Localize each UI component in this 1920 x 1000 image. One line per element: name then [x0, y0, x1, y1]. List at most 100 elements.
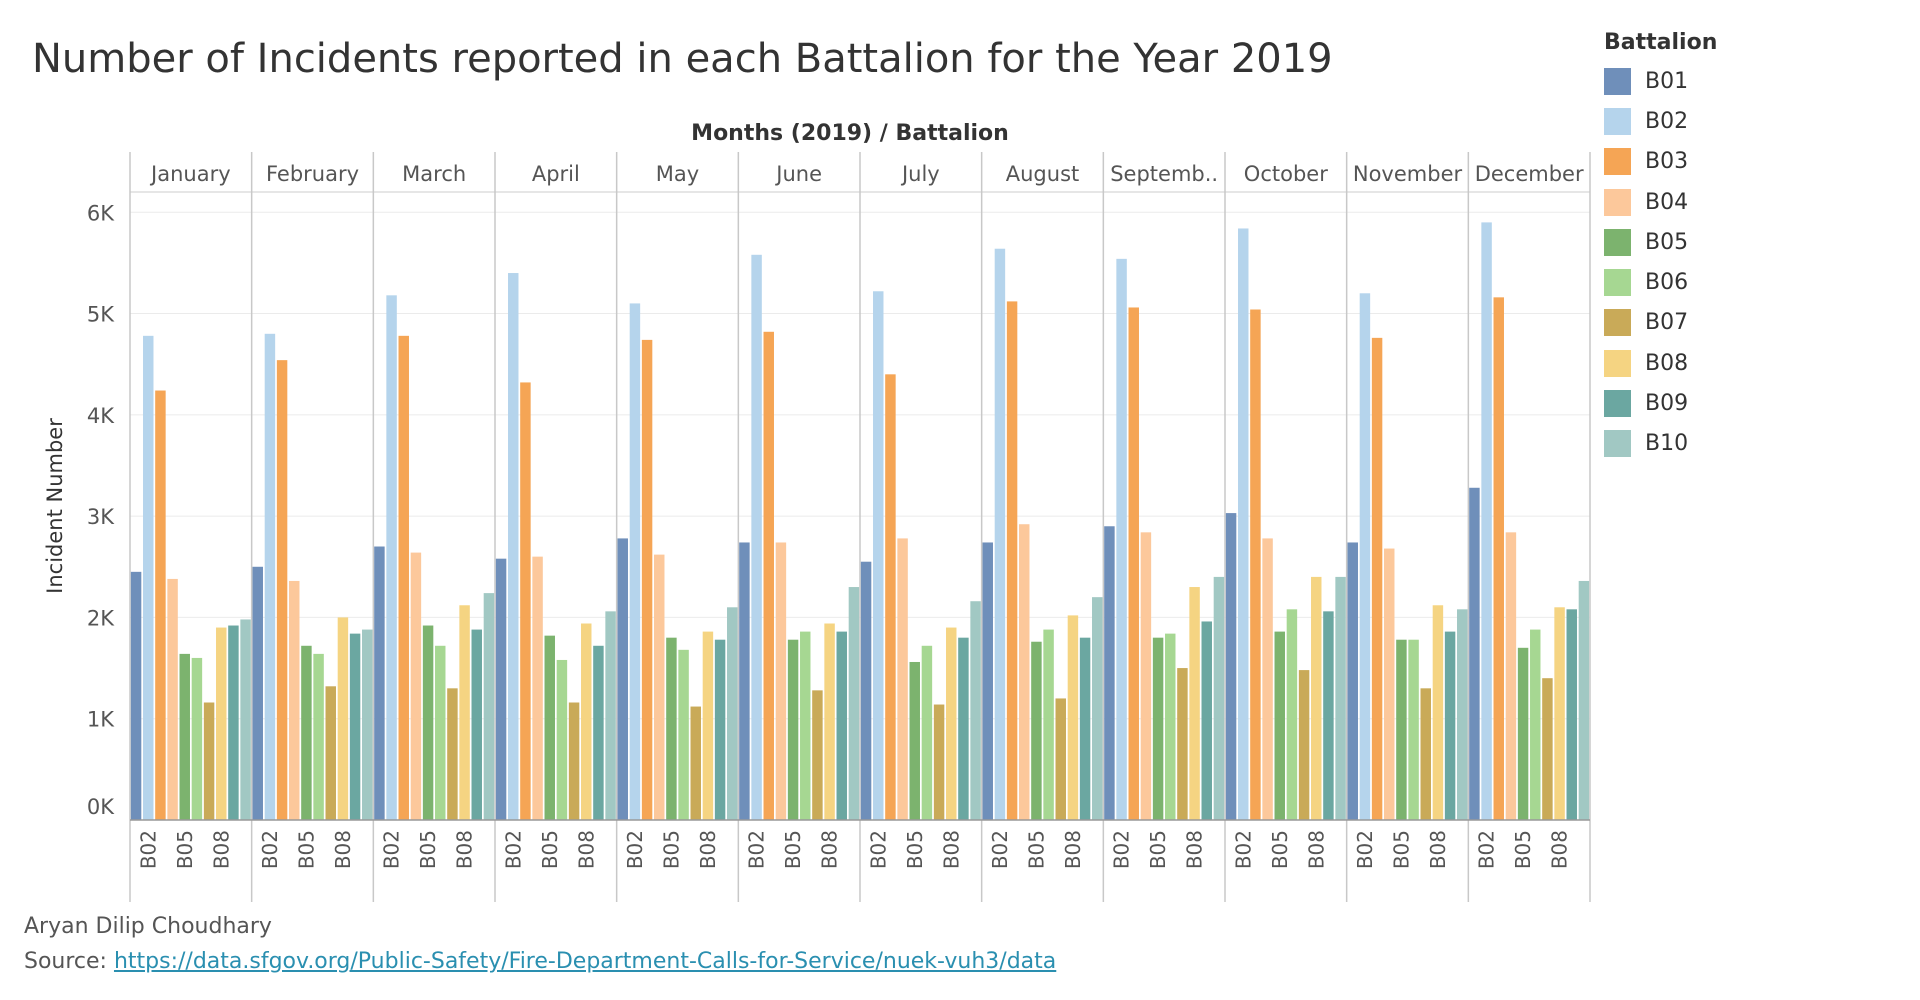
- month-label: Septemb..: [1110, 162, 1218, 186]
- month-label: March: [402, 162, 466, 186]
- legend-swatch: [1604, 148, 1631, 176]
- legend-item[interactable]: B09: [1604, 383, 1717, 423]
- bar-b10: [727, 607, 738, 820]
- bar-b05: [909, 661, 920, 820]
- month-label: November: [1353, 162, 1463, 186]
- legend-item[interactable]: B06: [1604, 262, 1717, 302]
- legend-label: B03: [1645, 149, 1689, 175]
- x-tick-label: B08: [453, 830, 477, 869]
- x-tick-label: B08: [209, 830, 233, 869]
- bar-b04: [775, 542, 787, 820]
- bar-b10: [483, 593, 495, 820]
- y-tick-label: 6K: [87, 201, 115, 225]
- legend-item[interactable]: B03: [1604, 142, 1717, 182]
- bar-b09: [471, 629, 482, 820]
- bar-b06: [678, 649, 689, 820]
- bar-b07: [447, 688, 458, 820]
- bar-b09: [714, 639, 726, 820]
- bar-b05: [1517, 647, 1529, 820]
- bar-b05: [179, 653, 190, 820]
- bar-b06: [800, 631, 811, 820]
- y-tick-label: 4K: [87, 404, 115, 428]
- bar-b04: [1505, 532, 1517, 820]
- legend-item[interactable]: B10: [1604, 424, 1717, 464]
- x-tick-label: B02: [623, 830, 647, 869]
- legend-label: B02: [1645, 108, 1689, 134]
- x-tick-label: B08: [1183, 830, 1207, 869]
- bar-b04: [167, 578, 178, 820]
- bar-b03: [641, 339, 653, 820]
- bar-b10: [1213, 576, 1225, 820]
- legend-swatch: [1604, 188, 1631, 216]
- legend-label: B07: [1645, 310, 1689, 336]
- bar-b08: [216, 627, 227, 820]
- bar-b10: [1578, 580, 1590, 820]
- legend-item[interactable]: B04: [1604, 182, 1717, 222]
- y-tick-label: 3K: [87, 505, 115, 529]
- bar-b01: [495, 558, 507, 820]
- bar-b10: [362, 629, 373, 820]
- bar-b02: [1116, 258, 1127, 820]
- footer-source-label: Source:: [24, 949, 114, 974]
- x-tick-label: B05: [1389, 830, 1413, 869]
- bar-b10: [240, 619, 251, 820]
- x-tick-label: B08: [1304, 830, 1328, 869]
- bar-b06: [435, 645, 446, 820]
- x-tick-label: B08: [1061, 830, 1085, 869]
- bar-b08: [1067, 615, 1079, 820]
- bar-b07: [1542, 678, 1553, 820]
- footer: Aryan Dilip Choudhary Source: https://da…: [24, 914, 1056, 974]
- legend-swatch: [1604, 228, 1631, 256]
- month-label: May: [656, 162, 699, 186]
- bar-b08: [337, 617, 349, 820]
- bar-b04: [1019, 524, 1030, 820]
- bar-b04: [1384, 548, 1395, 820]
- bar-b07: [1055, 698, 1066, 820]
- bar-b06: [1043, 629, 1054, 820]
- bar-b03: [1371, 337, 1383, 820]
- legend-items: B01 B02 B03 B04 B05 B06 B07 B08 B09 B10: [1604, 61, 1717, 464]
- bar-b02: [1359, 293, 1371, 821]
- bar-b05: [1031, 641, 1042, 820]
- legend-swatch: [1604, 309, 1631, 337]
- legend-item[interactable]: B07: [1604, 303, 1717, 343]
- x-tick-label: B08: [1548, 830, 1572, 869]
- bar-b01: [982, 542, 993, 820]
- bar-b10: [848, 587, 860, 820]
- legend-label: B10: [1645, 431, 1689, 457]
- x-tick-label: B05: [1268, 830, 1292, 869]
- bar-b01: [617, 538, 628, 820]
- y-tick-label: 1K: [87, 708, 115, 732]
- column-header: Months (2019) / Battalion: [691, 121, 1009, 146]
- source-link[interactable]: https://data.sfgov.org/Public-Safety/Fir…: [113, 949, 1057, 974]
- bar-b01: [739, 542, 750, 820]
- bar-b03: [885, 374, 896, 820]
- x-tick-label: B05: [416, 830, 440, 869]
- x-tick-label: B02: [1475, 830, 1499, 869]
- bar-b03: [276, 360, 288, 820]
- bar-b04: [410, 552, 422, 820]
- bar-b08: [946, 627, 957, 820]
- legend-swatch: [1604, 107, 1631, 135]
- bar-b06: [1165, 633, 1176, 820]
- x-tick-label: B05: [781, 830, 805, 869]
- bar-b03: [1128, 307, 1139, 821]
- bar-b08: [702, 631, 714, 820]
- bar-b10: [1457, 609, 1468, 820]
- legend-item[interactable]: B08: [1604, 343, 1717, 383]
- legend-item[interactable]: B05: [1604, 222, 1717, 262]
- bar-b09: [349, 633, 361, 820]
- legend-item[interactable]: B02: [1604, 101, 1717, 141]
- bar-b04: [897, 538, 908, 820]
- bar-b09: [1444, 631, 1456, 820]
- month-label: December: [1475, 162, 1584, 186]
- bar-b02: [386, 295, 397, 820]
- chart-title: Number of Incidents reported in each Bat…: [32, 36, 1333, 82]
- x-tick-label: B02: [258, 830, 282, 869]
- bar-b09: [836, 631, 847, 820]
- bar-b02: [751, 254, 762, 821]
- bar-b09: [958, 637, 969, 820]
- y-axis-label: Incident Number: [43, 418, 67, 594]
- legend-item[interactable]: B01: [1604, 61, 1717, 101]
- bar-b07: [933, 704, 945, 820]
